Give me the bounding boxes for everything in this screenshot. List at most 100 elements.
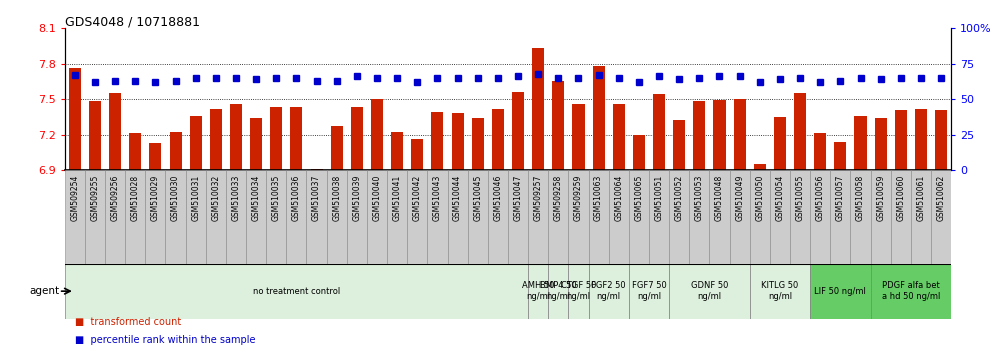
FancyBboxPatch shape xyxy=(528,264,548,319)
Text: GSM510033: GSM510033 xyxy=(231,175,240,221)
Bar xyxy=(311,169,323,170)
Text: AMH 50
ng/ml: AMH 50 ng/ml xyxy=(522,281,555,301)
Text: GSM510048: GSM510048 xyxy=(715,175,724,221)
Bar xyxy=(270,107,282,170)
Text: GSM510028: GSM510028 xyxy=(130,175,139,221)
FancyBboxPatch shape xyxy=(790,170,810,264)
Bar xyxy=(734,99,746,170)
FancyBboxPatch shape xyxy=(609,170,628,264)
FancyBboxPatch shape xyxy=(327,170,347,264)
Text: GSM510039: GSM510039 xyxy=(353,175,362,221)
FancyBboxPatch shape xyxy=(669,264,750,319)
FancyBboxPatch shape xyxy=(528,170,548,264)
Text: GSM509255: GSM509255 xyxy=(91,175,100,221)
Bar xyxy=(230,104,242,170)
FancyBboxPatch shape xyxy=(810,170,831,264)
Bar xyxy=(874,118,886,170)
Bar xyxy=(774,117,786,170)
Text: GDS4048 / 10718881: GDS4048 / 10718881 xyxy=(65,15,200,28)
Bar xyxy=(371,99,383,170)
Bar xyxy=(512,92,524,170)
FancyBboxPatch shape xyxy=(569,170,589,264)
Bar xyxy=(351,107,363,170)
Text: GSM510061: GSM510061 xyxy=(916,175,925,221)
Text: GSM510043: GSM510043 xyxy=(433,175,442,221)
FancyBboxPatch shape xyxy=(709,170,729,264)
Bar xyxy=(632,135,645,170)
FancyBboxPatch shape xyxy=(266,170,287,264)
Text: no treatment control: no treatment control xyxy=(253,287,340,296)
Bar xyxy=(149,143,161,170)
Text: GSM510056: GSM510056 xyxy=(816,175,825,221)
Bar xyxy=(89,102,101,170)
Text: GSM510063: GSM510063 xyxy=(595,175,604,221)
Bar xyxy=(331,126,343,170)
Bar xyxy=(472,118,484,170)
FancyBboxPatch shape xyxy=(65,170,85,264)
FancyBboxPatch shape xyxy=(85,170,105,264)
FancyBboxPatch shape xyxy=(105,170,125,264)
Text: GSM510037: GSM510037 xyxy=(312,175,321,221)
Text: GSM510044: GSM510044 xyxy=(453,175,462,221)
Bar xyxy=(573,104,585,170)
Bar xyxy=(110,93,122,170)
FancyBboxPatch shape xyxy=(65,264,528,319)
Text: GSM509254: GSM509254 xyxy=(71,175,80,221)
FancyBboxPatch shape xyxy=(347,170,367,264)
FancyBboxPatch shape xyxy=(628,264,669,319)
FancyBboxPatch shape xyxy=(307,170,327,264)
Text: GSM510031: GSM510031 xyxy=(191,175,200,221)
Text: PDGF alfa bet
a hd 50 ng/ml: PDGF alfa bet a hd 50 ng/ml xyxy=(881,281,940,301)
FancyBboxPatch shape xyxy=(890,170,911,264)
Bar xyxy=(250,118,262,170)
Text: GSM509256: GSM509256 xyxy=(111,175,120,221)
FancyBboxPatch shape xyxy=(447,170,468,264)
Text: GSM509259: GSM509259 xyxy=(574,175,583,221)
Text: GSM510041: GSM510041 xyxy=(392,175,401,221)
Text: GSM510035: GSM510035 xyxy=(272,175,281,221)
Text: GSM510059: GSM510059 xyxy=(876,175,885,221)
FancyBboxPatch shape xyxy=(851,170,871,264)
FancyBboxPatch shape xyxy=(145,170,165,264)
FancyBboxPatch shape xyxy=(226,170,246,264)
Bar xyxy=(835,142,847,170)
FancyBboxPatch shape xyxy=(407,170,427,264)
FancyBboxPatch shape xyxy=(871,170,890,264)
Bar xyxy=(713,100,725,170)
FancyBboxPatch shape xyxy=(871,264,951,319)
FancyBboxPatch shape xyxy=(931,170,951,264)
FancyBboxPatch shape xyxy=(427,170,447,264)
FancyBboxPatch shape xyxy=(488,170,508,264)
FancyBboxPatch shape xyxy=(165,170,185,264)
Text: GSM510050: GSM510050 xyxy=(755,175,764,221)
Text: ■  transformed count: ■ transformed count xyxy=(75,317,181,327)
Text: GDNF 50
ng/ml: GDNF 50 ng/ml xyxy=(691,281,728,301)
FancyBboxPatch shape xyxy=(669,170,689,264)
Bar xyxy=(291,107,303,170)
FancyBboxPatch shape xyxy=(810,264,871,319)
FancyBboxPatch shape xyxy=(689,170,709,264)
FancyBboxPatch shape xyxy=(508,170,528,264)
FancyBboxPatch shape xyxy=(750,264,810,319)
Text: GSM510046: GSM510046 xyxy=(493,175,502,221)
Text: GSM510029: GSM510029 xyxy=(151,175,160,221)
Text: LIF 50 ng/ml: LIF 50 ng/ml xyxy=(815,287,867,296)
Text: GSM510040: GSM510040 xyxy=(373,175,381,221)
Bar xyxy=(532,48,544,170)
Bar xyxy=(169,132,181,170)
Text: agent: agent xyxy=(30,286,60,296)
FancyBboxPatch shape xyxy=(367,170,387,264)
FancyBboxPatch shape xyxy=(387,170,407,264)
Text: GSM510049: GSM510049 xyxy=(735,175,744,221)
Text: GSM510062: GSM510062 xyxy=(936,175,945,221)
FancyBboxPatch shape xyxy=(125,170,145,264)
FancyBboxPatch shape xyxy=(770,170,790,264)
FancyBboxPatch shape xyxy=(185,170,206,264)
Text: GSM509258: GSM509258 xyxy=(554,175,563,221)
FancyBboxPatch shape xyxy=(589,170,609,264)
Text: GSM510053: GSM510053 xyxy=(695,175,704,221)
Text: GSM510030: GSM510030 xyxy=(171,175,180,221)
Text: GSM510058: GSM510058 xyxy=(856,175,865,221)
Text: GSM510060: GSM510060 xyxy=(896,175,905,221)
Bar xyxy=(855,116,867,170)
